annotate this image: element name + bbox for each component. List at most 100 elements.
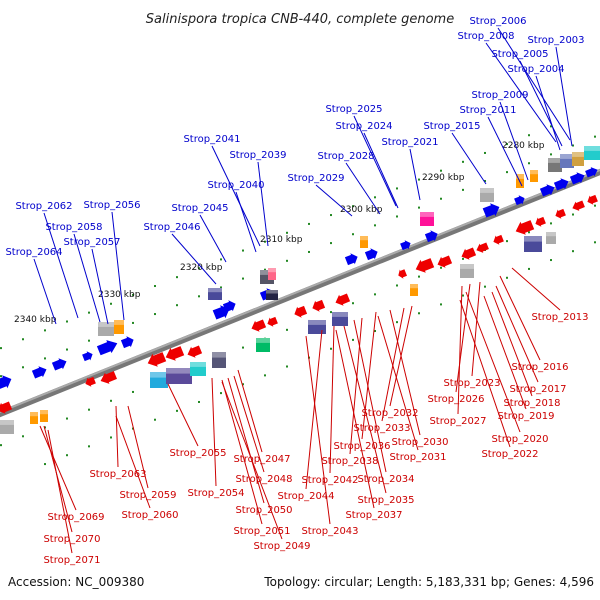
reverse-gene-arrow — [572, 200, 585, 211]
forward-gene-arrow — [569, 172, 585, 185]
tick-dot — [242, 277, 244, 280]
reverse-gene-label: Strop_2038 — [321, 456, 378, 467]
tick-dot — [374, 224, 376, 227]
tick-dot — [44, 426, 46, 429]
reverse-gene-arrow — [515, 220, 535, 235]
reverse-gene-label: Strop_2042 — [301, 475, 358, 486]
reverse-gene-label: Strop_2054 — [187, 488, 244, 499]
reverse-feature-box — [0, 420, 14, 434]
tick-dot — [572, 144, 574, 147]
tick-dot — [440, 169, 442, 172]
reverse-gene-label: Strop_2017 — [509, 384, 566, 395]
reverse-gene-label: Strop_2060 — [121, 510, 178, 521]
kbp-label: 2290 kbp — [422, 173, 465, 183]
tick-dot — [44, 329, 46, 332]
tick-dot — [462, 257, 464, 260]
leader-line — [315, 184, 353, 217]
forward-gene-label: Strop_2008 — [457, 31, 514, 42]
forward-gene-label: Strop_2039 — [229, 150, 286, 161]
reverse-gene-label: Strop_2048 — [235, 474, 292, 485]
reverse-gene-label: Strop_2036 — [333, 441, 390, 452]
tick-dot — [286, 365, 288, 368]
tick-dot — [132, 293, 134, 296]
kbp-label: 2330 kbp — [98, 290, 141, 300]
reverse-gene-arrow — [312, 299, 326, 312]
forward-feature-box — [360, 236, 368, 248]
tick-dot — [396, 215, 398, 218]
leader-line — [377, 315, 419, 451]
leader-line — [409, 148, 421, 201]
map-title: Salinispora tropica CNB-440, complete ge… — [146, 12, 454, 27]
forward-gene-label: Strop_2064 — [5, 247, 62, 258]
tick-dot — [110, 399, 112, 402]
forward-gene-label: Strop_2062 — [15, 201, 72, 212]
tick-dot — [220, 286, 222, 289]
leader-line — [115, 415, 151, 509]
reverse-gene-arrow — [535, 216, 546, 227]
forward-gene-label: Strop_2009 — [471, 90, 528, 101]
tick-dot — [0, 444, 2, 447]
tick-dot — [374, 330, 376, 333]
leader-line — [221, 381, 283, 540]
forward-feature-box — [480, 188, 494, 202]
tick-dot — [462, 160, 464, 163]
leader-line — [127, 405, 149, 489]
reverse-gene-arrow — [165, 346, 185, 361]
forward-gene-arrow — [514, 195, 525, 206]
reverse-feature-box — [410, 284, 418, 296]
tick-dot — [0, 375, 2, 378]
tick-dot — [550, 153, 552, 156]
tick-dot — [506, 240, 508, 243]
tick-dot — [264, 240, 266, 243]
forward-gene-label: Strop_2045 — [171, 203, 228, 214]
kbp-label: 2310 kbp — [260, 235, 303, 245]
leader-line — [227, 377, 265, 504]
forward-gene-label: Strop_2004 — [507, 64, 564, 75]
tick-dot — [286, 328, 288, 331]
tick-dot — [550, 259, 552, 262]
tick-dot — [176, 409, 178, 412]
tick-dot — [198, 400, 200, 403]
leader-line — [381, 307, 405, 422]
leader-line — [233, 375, 265, 473]
tick-dot — [330, 214, 332, 217]
tick-dot — [594, 135, 596, 138]
leader-line — [111, 211, 125, 321]
reverse-gene-label: Strop_2034 — [357, 474, 414, 485]
tick-dot — [352, 205, 354, 208]
tick-dot — [22, 435, 24, 438]
reverse-gene-arrow — [398, 269, 407, 279]
leader-line — [171, 233, 217, 285]
leader-line — [555, 46, 573, 147]
tick-dot — [44, 357, 46, 360]
tick-dot — [154, 313, 156, 316]
tick-dot — [242, 249, 244, 252]
forward-gene-label: Strop_2040 — [207, 180, 264, 191]
leader-line — [115, 405, 119, 468]
tick-dot — [132, 321, 134, 324]
leader-line — [361, 311, 377, 440]
reverse-feature-box — [460, 264, 474, 278]
tick-dot — [506, 171, 508, 174]
tick-dot — [528, 267, 530, 270]
reverse-gene-label: Strop_2044 — [277, 491, 334, 502]
tick-dot — [242, 383, 244, 386]
tick-dot — [22, 338, 24, 341]
leader-line — [43, 212, 79, 319]
tick-dot — [88, 445, 90, 448]
forward-gene-label: Strop_2041 — [183, 134, 240, 145]
tick-dot — [352, 338, 354, 341]
tick-dot — [484, 179, 486, 182]
reverse-gene-label: Strop_2063 — [89, 469, 146, 480]
reverse-feature-box — [190, 362, 206, 376]
tick-dot — [594, 241, 596, 244]
kbp-label: 2280 kbp — [502, 141, 545, 151]
forward-gene-label: Strop_2011 — [459, 105, 516, 116]
leader-line — [305, 335, 331, 525]
reverse-gene-label: Strop_2019 — [497, 411, 554, 422]
tick-dot — [286, 259, 288, 262]
reverse-gene-label: Strop_2030 — [391, 437, 448, 448]
leader-line — [91, 248, 109, 325]
forward-gene-arrow — [82, 351, 93, 362]
